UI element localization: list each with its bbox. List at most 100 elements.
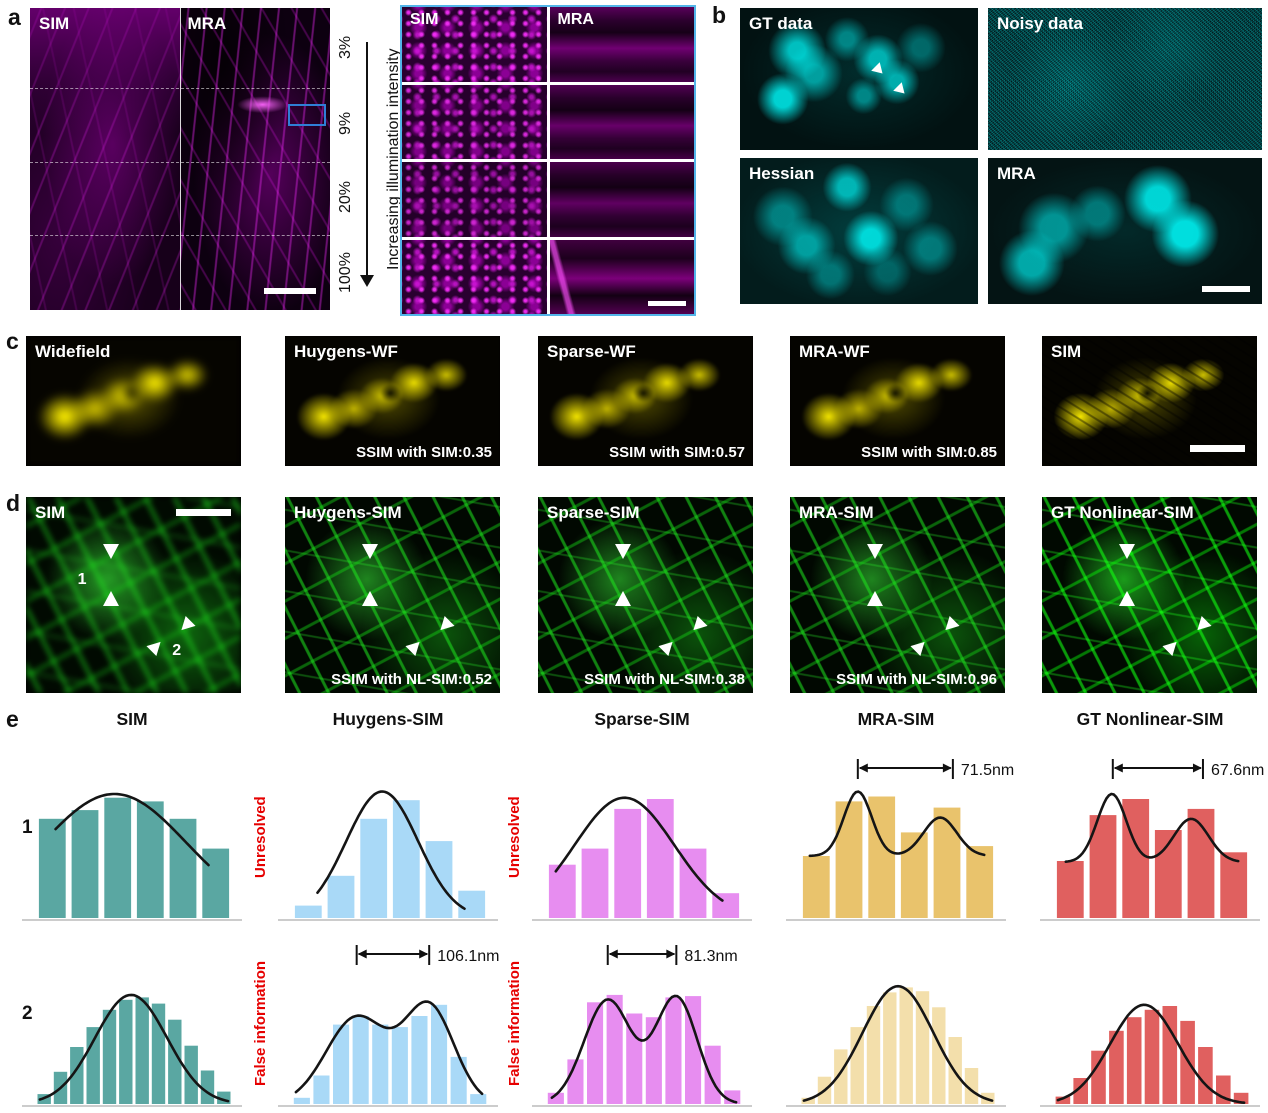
- mra-image: MRA: [988, 158, 1262, 304]
- mra-label: MRA: [187, 14, 227, 33]
- arrowhead-icon: [867, 591, 884, 607]
- histogram-bar: [313, 1075, 330, 1104]
- histogram-bar: [392, 800, 420, 918]
- scale-bar: [1190, 445, 1245, 452]
- histogram-bar: [104, 797, 132, 918]
- histogram-bar: [411, 1016, 428, 1104]
- histogram-bar: [915, 991, 930, 1104]
- histogram-bar: [850, 1027, 864, 1104]
- arrowhead-icon: [103, 591, 120, 607]
- sparse-wf-label: Sparse-WF: [547, 342, 636, 361]
- histogram-bar: [168, 1019, 182, 1104]
- histogram-bar: [547, 1092, 564, 1104]
- arrowhead-icon: [103, 544, 120, 560]
- histogram-svg: [532, 796, 752, 921]
- histogram-svg: [786, 984, 1006, 1107]
- panel-c-label: c: [6, 328, 19, 354]
- histogram-bar: [1162, 1006, 1178, 1104]
- arrowhead-icon: [867, 544, 884, 560]
- histogram-bar: [202, 848, 230, 918]
- microscopy-texture: [1042, 336, 1257, 466]
- histogram-bar: [372, 1024, 389, 1104]
- zoom-cell-sim-4: [402, 239, 547, 314]
- sparse-wf-image: Sparse-WF SSIM with SIM:0.57: [538, 336, 753, 466]
- hessian-image: Hessian: [740, 158, 978, 304]
- histogram-bar: [458, 890, 486, 918]
- fit-curve: [550, 994, 738, 1104]
- histogram-bar: [169, 818, 197, 918]
- microscopy-texture: [538, 497, 753, 693]
- histogram-bar: [834, 1049, 848, 1104]
- histogram-bar: [548, 864, 576, 918]
- fit-curve: [554, 796, 724, 902]
- zoom-cell-sim-1: SIM: [402, 7, 547, 82]
- arrowhead-icon: [1119, 591, 1136, 607]
- histogram-bar: [606, 994, 623, 1104]
- histogram-bar: [899, 987, 913, 1104]
- column-title-sparse-sim: Sparse-SIM: [594, 709, 690, 729]
- sim-label: SIM: [39, 14, 70, 33]
- panel-a-zoom-grid: SIM MRA: [400, 5, 696, 316]
- distance-measurement-label: 67.6nm: [1211, 762, 1264, 779]
- fit-curve: [294, 1000, 484, 1096]
- ssim-value: SSIM with NL-SIM:0.52: [331, 671, 492, 688]
- sim-label: SIM: [35, 503, 66, 522]
- histogram-row1-mra: 71.5nm: [786, 752, 1014, 922]
- microscopy-texture: [790, 336, 1005, 466]
- zoom-cell-mra-1: MRA: [549, 7, 694, 82]
- widefield-label: Widefield: [35, 342, 111, 361]
- histogram-svg: [278, 790, 498, 921]
- distance-measurement-label: 106.1nm: [437, 948, 499, 965]
- histogram-bar: [200, 1070, 215, 1104]
- dashed-divider: [30, 162, 330, 164]
- histogram-bar: [327, 875, 355, 918]
- histogram-bar: [665, 997, 682, 1104]
- arrowhead-icon: [871, 62, 888, 78]
- row-number-label: 2: [22, 1002, 33, 1024]
- histogram-bar: [964, 1068, 979, 1104]
- zoom-cell-sim-3: [402, 162, 547, 237]
- fit-curve: [1056, 1003, 1246, 1104]
- distance-measurement-label: 71.5nm: [961, 762, 1014, 779]
- scale-bar: [1202, 286, 1250, 292]
- panel-b-label: b: [712, 2, 727, 28]
- mra-wf-label: MRA-WF: [799, 342, 870, 361]
- histogram-bar: [646, 799, 674, 918]
- arrowhead-icon: [615, 544, 632, 560]
- histogram-bar: [1233, 1092, 1249, 1104]
- histogram-bar: [685, 996, 702, 1104]
- zoom-cell-mra-4: [549, 239, 694, 314]
- histogram-row2-huygens: 106.1nm False information: [252, 938, 499, 1108]
- zoom-cell-mra-2: [549, 84, 694, 159]
- arrowhead-icon: [615, 591, 632, 607]
- histogram-bar: [966, 846, 994, 918]
- zoom-cell-mra-3: [549, 162, 694, 237]
- mra-wf-image: MRA-WF SSIM with SIM:0.85: [790, 336, 1005, 466]
- histogram-bar: [470, 1094, 487, 1104]
- histogram-row2-sim: 2: [22, 938, 242, 1108]
- histogram-bar: [1144, 1009, 1160, 1104]
- histogram-svg: 67.6nm: [1040, 759, 1264, 921]
- sim-image-region: [30, 8, 180, 310]
- column-title-mra-sim: MRA-SIM: [857, 709, 935, 729]
- histogram-bar: [1056, 861, 1084, 918]
- microscopy-texture: [285, 497, 500, 693]
- histogram-bar: [900, 832, 928, 918]
- histogram-bar: [933, 807, 961, 918]
- histogram-bar: [450, 1056, 467, 1104]
- huygens-wf-label: Huygens-WF: [294, 342, 398, 361]
- histogram-bar: [391, 1027, 408, 1104]
- scale-bar: [648, 301, 686, 306]
- huygens-sim-label: Huygens-SIM: [294, 503, 402, 522]
- histogram-row2-gt: [1040, 938, 1260, 1108]
- histogram-bar: [883, 992, 897, 1104]
- histogram-bar: [38, 818, 66, 918]
- histogram-bar: [932, 1007, 946, 1104]
- panel-d-label: d: [6, 490, 21, 516]
- histogram-bar: [352, 1016, 369, 1104]
- microscopy-texture: [26, 497, 241, 693]
- red-annotation-label: Unresolved: [506, 796, 523, 878]
- widefield-image: Widefield: [26, 336, 241, 466]
- sparse-sim-image: Sparse-SIM SSIM with NL-SIM:0.38: [538, 497, 753, 693]
- histogram-bar: [587, 1002, 604, 1104]
